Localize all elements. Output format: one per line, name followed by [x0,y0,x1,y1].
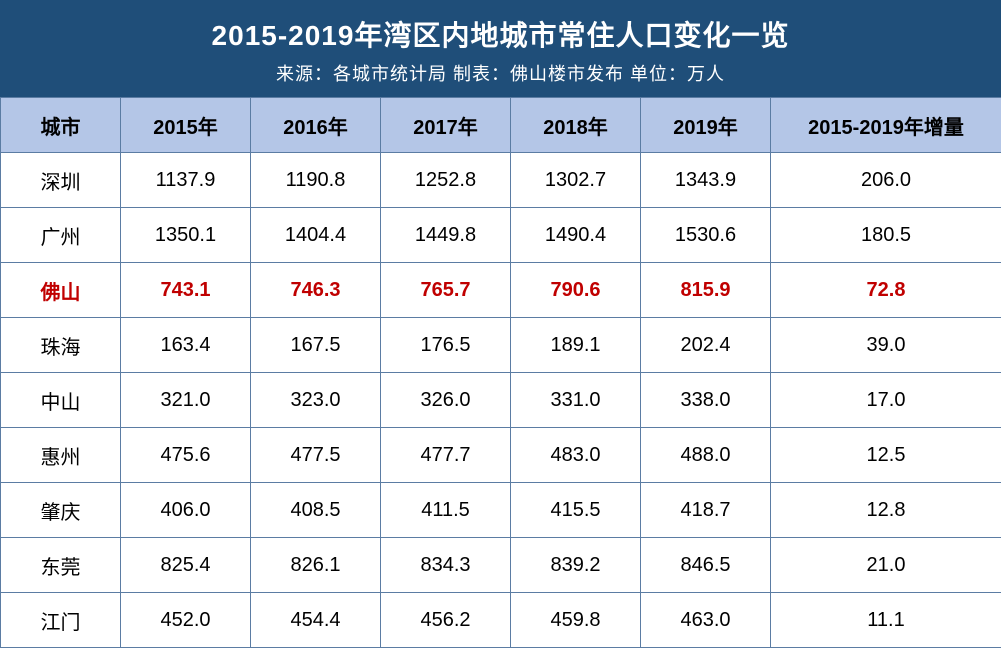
cell-y2019: 202.4 [641,318,771,373]
cell-y2017: 176.5 [381,318,511,373]
table-row: 佛山743.1746.3765.7790.6815.972.8 [1,263,1001,318]
cell-delta: 39.0 [771,318,1001,373]
cell-city: 珠海 [1,318,121,373]
table-row: 东莞825.4826.1834.3839.2846.521.0 [1,538,1001,593]
cell-city: 佛山 [1,263,121,318]
page-subtitle: 来源：各城市统计局 制表：佛山楼市发布 单位：万人 [0,60,1001,86]
cell-y2015: 163.4 [121,318,251,373]
cell-y2015: 1137.9 [121,153,251,208]
page-title: 2015-2019年湾区内地城市常住人口变化一览 [0,14,1001,54]
cell-y2017: 834.3 [381,538,511,593]
cell-y2016: 1190.8 [251,153,381,208]
cell-y2018: 459.8 [511,593,641,648]
cell-y2015: 475.6 [121,428,251,483]
cell-y2017: 456.2 [381,593,511,648]
cell-y2015: 452.0 [121,593,251,648]
table-header-row: 城市 2015年 2016年 2017年 2018年 2019年 2015-20… [1,98,1001,153]
cell-delta: 11.1 [771,593,1001,648]
cell-delta: 17.0 [771,373,1001,428]
cell-city: 广州 [1,208,121,263]
col-delta: 2015-2019年增量 [771,98,1001,153]
col-2019: 2019年 [641,98,771,153]
cell-y2018: 415.5 [511,483,641,538]
cell-y2016: 454.4 [251,593,381,648]
cell-y2019: 1530.6 [641,208,771,263]
cell-y2017: 326.0 [381,373,511,428]
cell-y2019: 846.5 [641,538,771,593]
col-2017: 2017年 [381,98,511,153]
cell-y2017: 1449.8 [381,208,511,263]
cell-city: 惠州 [1,428,121,483]
table-row: 中山321.0323.0326.0331.0338.017.0 [1,373,1001,428]
cell-y2017: 765.7 [381,263,511,318]
table-row: 深圳1137.91190.81252.81302.71343.9206.0 [1,153,1001,208]
cell-y2018: 331.0 [511,373,641,428]
cell-y2015: 321.0 [121,373,251,428]
cell-y2016: 826.1 [251,538,381,593]
cell-delta: 180.5 [771,208,1001,263]
cell-y2016: 477.5 [251,428,381,483]
cell-city: 江门 [1,593,121,648]
cell-y2018: 483.0 [511,428,641,483]
cell-y2019: 463.0 [641,593,771,648]
table-row: 肇庆406.0408.5411.5415.5418.712.8 [1,483,1001,538]
cell-y2015: 743.1 [121,263,251,318]
title-bar: 2015-2019年湾区内地城市常住人口变化一览 来源：各城市统计局 制表：佛山… [0,0,1001,97]
cell-y2016: 167.5 [251,318,381,373]
cell-y2017: 1252.8 [381,153,511,208]
cell-y2019: 1343.9 [641,153,771,208]
page-container: 2015-2019年湾区内地城市常住人口变化一览 来源：各城市统计局 制表：佛山… [0,0,1001,668]
cell-y2018: 1302.7 [511,153,641,208]
col-2015: 2015年 [121,98,251,153]
population-table: 城市 2015年 2016年 2017年 2018年 2019年 2015-20… [0,97,1001,648]
cell-y2016: 746.3 [251,263,381,318]
table-row: 江门452.0454.4456.2459.8463.011.1 [1,593,1001,648]
col-2018: 2018年 [511,98,641,153]
cell-y2018: 189.1 [511,318,641,373]
col-city: 城市 [1,98,121,153]
cell-delta: 12.8 [771,483,1001,538]
cell-y2018: 1490.4 [511,208,641,263]
cell-y2016: 408.5 [251,483,381,538]
table-row: 珠海163.4167.5176.5189.1202.439.0 [1,318,1001,373]
cell-y2019: 338.0 [641,373,771,428]
cell-y2018: 790.6 [511,263,641,318]
cell-y2019: 815.9 [641,263,771,318]
cell-delta: 12.5 [771,428,1001,483]
col-2016: 2016年 [251,98,381,153]
cell-delta: 72.8 [771,263,1001,318]
cell-city: 中山 [1,373,121,428]
cell-y2015: 825.4 [121,538,251,593]
table-row: 惠州475.6477.5477.7483.0488.012.5 [1,428,1001,483]
cell-delta: 21.0 [771,538,1001,593]
cell-city: 东莞 [1,538,121,593]
cell-city: 肇庆 [1,483,121,538]
cell-y2018: 839.2 [511,538,641,593]
cell-y2015: 1350.1 [121,208,251,263]
cell-y2016: 1404.4 [251,208,381,263]
table-row: 广州1350.11404.41449.81490.41530.6180.5 [1,208,1001,263]
cell-y2017: 477.7 [381,428,511,483]
cell-y2016: 323.0 [251,373,381,428]
cell-y2017: 411.5 [381,483,511,538]
cell-y2015: 406.0 [121,483,251,538]
cell-delta: 206.0 [771,153,1001,208]
cell-y2019: 418.7 [641,483,771,538]
cell-city: 深圳 [1,153,121,208]
cell-y2019: 488.0 [641,428,771,483]
